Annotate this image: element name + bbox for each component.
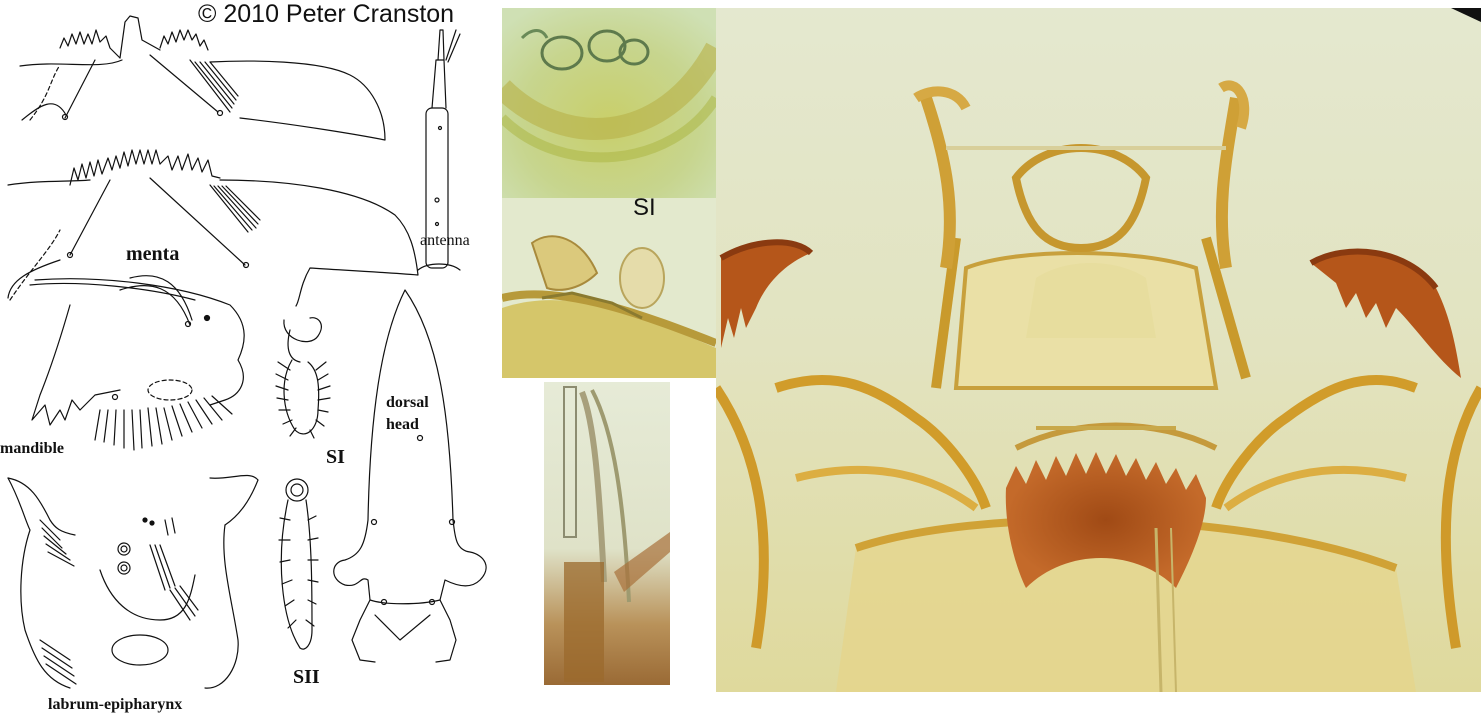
label-mandible: mandible xyxy=(0,440,65,457)
label-labrum-epipharynx: labrum-epipharynx xyxy=(48,696,183,713)
mentum-lower-drawing xyxy=(7,149,419,307)
line-drawing-plate: menta antenna mandible SI SII dorsal hea… xyxy=(0,0,500,717)
label-dorsal-head: dorsal head xyxy=(386,394,429,433)
labrum-drawing xyxy=(7,474,259,689)
si-drawing xyxy=(275,317,331,439)
copyright-notice: © 2010 Peter Cranston xyxy=(198,0,455,28)
photo-antenna xyxy=(544,382,670,685)
photo-label-si: SI xyxy=(633,194,656,221)
mentum-upper-drawing xyxy=(19,15,386,141)
photo-head-capsule xyxy=(716,8,1481,692)
sii-drawing xyxy=(278,478,319,650)
label-sii: SII xyxy=(293,666,320,688)
photo-si-middle xyxy=(502,198,716,378)
line-drawings xyxy=(7,15,487,689)
dorsal-head-drawing xyxy=(333,289,487,663)
antenna-drawing xyxy=(417,29,461,271)
label-menta: menta xyxy=(126,243,180,265)
mandible-drawing xyxy=(29,275,245,451)
label-si: SI xyxy=(326,446,345,468)
label-antenna: antenna xyxy=(420,232,470,249)
photo-si-top xyxy=(502,8,716,198)
